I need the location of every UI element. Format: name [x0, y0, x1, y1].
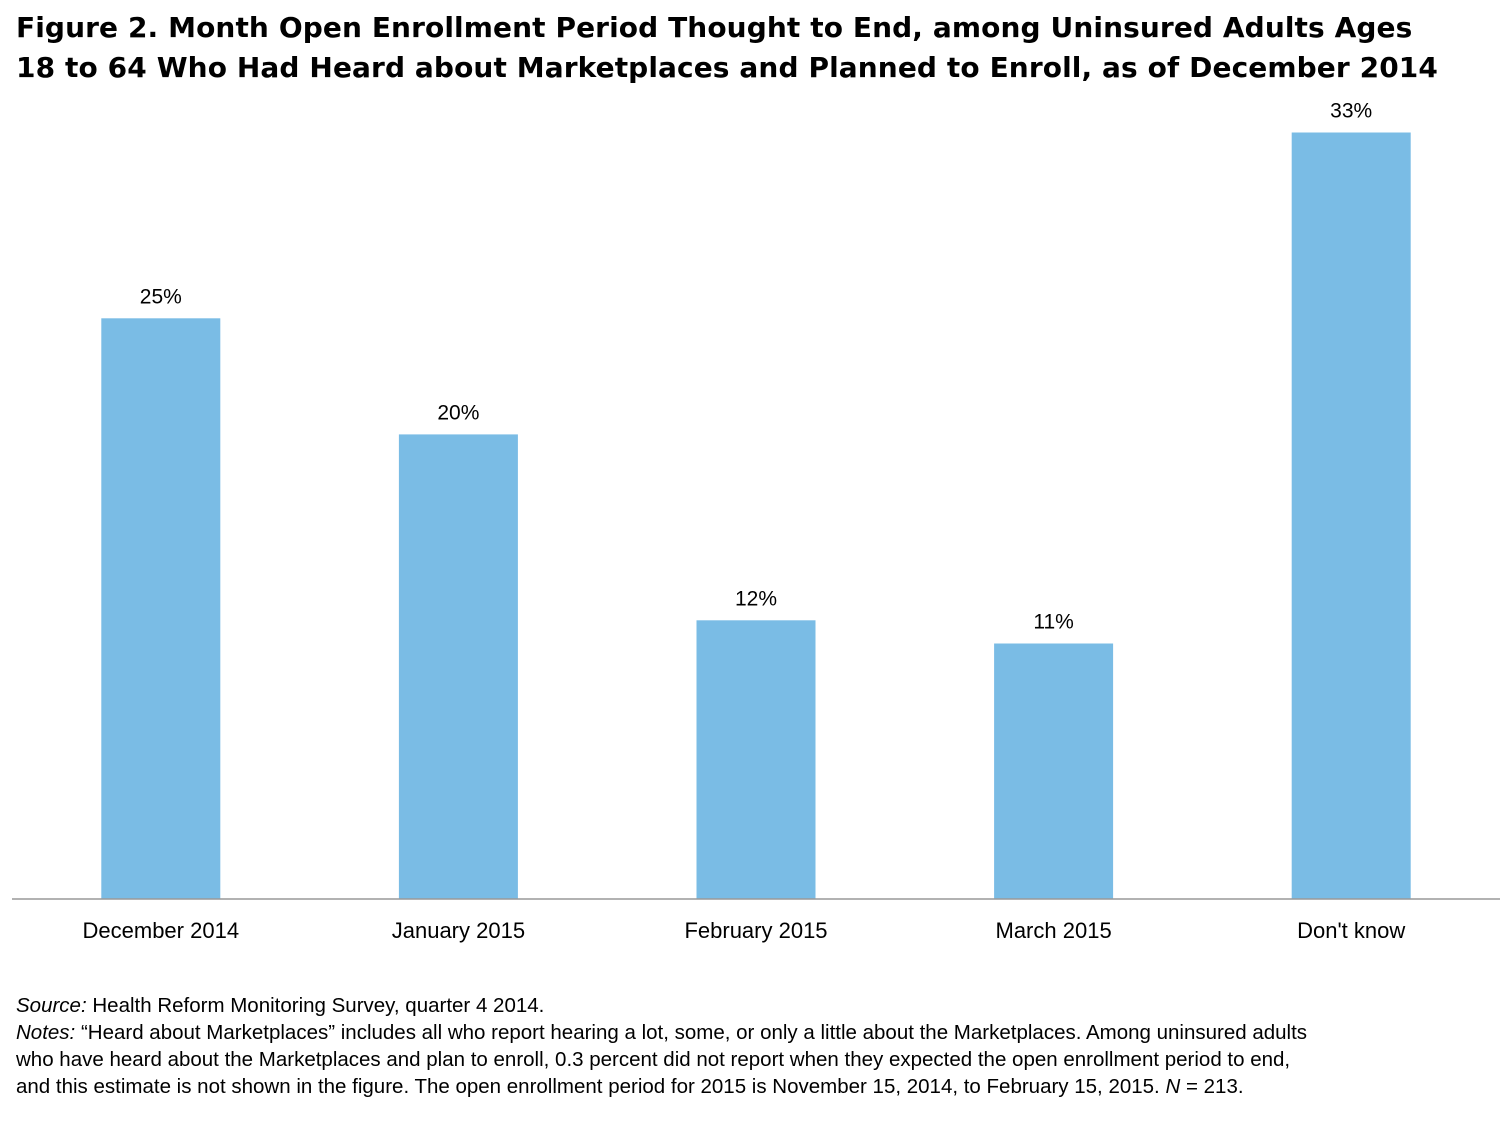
footnotes: Source: Health Reform Monitoring Survey,… [16, 992, 1494, 1100]
data-label-2: 20% [437, 401, 479, 424]
source-note: Source: Health Reform Monitoring Survey,… [16, 992, 1494, 1019]
chart-title: Figure 2. Month Open Enrollment Period T… [16, 8, 1486, 88]
notes-line-3-wrapper: and this estimate is not shown in the fi… [16, 1073, 1494, 1100]
x-tick-label-2: January 2015 [392, 918, 525, 943]
source-label: Source: [16, 994, 87, 1017]
notes-line-2: who have heard about the Marketplaces an… [16, 1048, 1291, 1071]
bar-5 [1291, 132, 1411, 899]
data-label-5: 33% [1330, 100, 1372, 123]
chart-title-line-2: 18 to 64 Who Had Heard about Marketplace… [16, 51, 1438, 84]
sample-size-label: N [1165, 1075, 1181, 1098]
bar-1 [101, 318, 221, 899]
x-axis-tick-labels: December 2014 January 2015 February 2015 Ma… [83, 918, 1406, 943]
value-labels-group: 25% 20% 12% 11% 33% [140, 100, 1372, 634]
x-tick-label-1: December 2014 [83, 918, 240, 943]
sample-size-text: = 213. [1185, 1075, 1244, 1098]
chart-title-line-1: Figure 2. Month Open Enrollment Period T… [16, 11, 1413, 44]
x-tick-label-4: March 2015 [996, 918, 1112, 943]
data-label-1: 25% [140, 285, 182, 308]
data-label-4: 11% [1033, 611, 1073, 634]
data-label-3: 12% [735, 587, 777, 610]
notes-text: Notes: “Heard about Marketplaces” includ… [16, 1019, 1494, 1046]
bars-group [101, 132, 1411, 899]
notes-line-1: “Heard about Marketplaces” includes all … [80, 1021, 1308, 1044]
bar-4 [994, 643, 1114, 899]
bar-2 [398, 434, 518, 899]
source-text: Health Reform Monitoring Survey, quarter… [92, 994, 545, 1017]
x-tick-label-5: Don't know [1297, 918, 1405, 943]
notes-line-3: and this estimate is not shown in the fi… [16, 1075, 1160, 1098]
notes-label: Notes: [16, 1021, 76, 1044]
bar-chart: 25% 20% 12% 11% 33% December 2014 January 201… [12, 100, 1500, 943]
x-tick-label-3: February 2015 [684, 918, 827, 943]
bar-3 [696, 620, 816, 899]
